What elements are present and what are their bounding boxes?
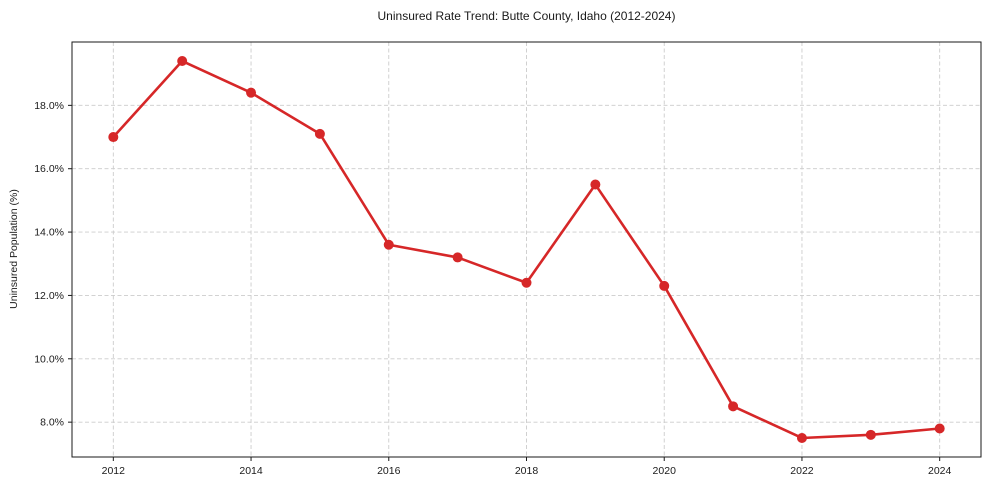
y-tick-label: 10.0% — [34, 353, 64, 365]
chart-title: Uninsured Rate Trend: Butte County, Idah… — [377, 9, 676, 23]
data-point — [934, 423, 945, 434]
x-tick-label: 2016 — [377, 465, 401, 477]
y-tick-label: 18.0% — [34, 100, 64, 112]
x-tick-label: 2024 — [928, 465, 952, 477]
x-tick-label: 2012 — [102, 465, 126, 477]
x-tick-label: 2014 — [239, 465, 263, 477]
x-tick-label: 2022 — [790, 465, 814, 477]
data-point — [796, 432, 807, 443]
y-tick-label: 14.0% — [34, 227, 64, 239]
data-point — [865, 429, 876, 440]
data-point — [590, 179, 601, 190]
y-tick-label: 12.0% — [34, 290, 64, 302]
y-axis-label-text: Uninsured Population (%) — [8, 189, 20, 309]
data-point — [314, 128, 325, 139]
x-tick-label: 2018 — [515, 465, 539, 477]
data-point — [452, 252, 463, 263]
data-point — [728, 401, 739, 412]
data-point — [177, 56, 188, 67]
data-point — [659, 280, 670, 291]
x-tick-label: 2020 — [653, 465, 677, 477]
data-point — [521, 277, 532, 288]
y-tick-label: 16.0% — [34, 163, 64, 175]
data-point — [246, 87, 257, 98]
data-point — [383, 239, 394, 250]
data-point — [108, 132, 119, 143]
y-tick-label: 8.0% — [40, 417, 64, 429]
